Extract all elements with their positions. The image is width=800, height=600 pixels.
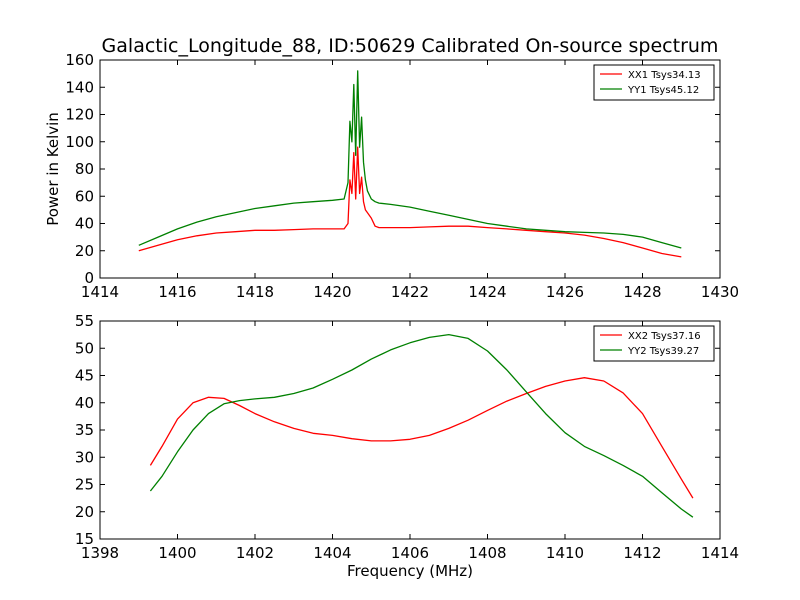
top-xtick-label-1: 1416 (158, 283, 196, 301)
bottom-xtick-label-4: 1406 (391, 544, 429, 562)
top-xtick-label-0: 1414 (81, 283, 119, 301)
bottom-chart-frame (99, 320, 721, 540)
bottom-ytick-label-1: 20 (75, 503, 94, 521)
bottom-xtick-label-6: 1410 (546, 544, 584, 562)
top-chart-title: Galactic_Longitude_88, ID:50629 Calibrat… (102, 35, 719, 57)
top-ytick-label-1: 20 (75, 242, 94, 260)
legend-label-xx1: XX1 Tsys34.13 (628, 70, 701, 81)
bottom-xtick-label-2: 1402 (236, 544, 274, 562)
bottom-chart-xlabel: Frequency (MHz) (347, 562, 473, 580)
bottom-legend-box (593, 325, 715, 362)
bottom-ytick-label-0: 15 (75, 530, 94, 548)
top-ytick-label-5: 100 (65, 133, 94, 151)
top-chart-frame (99, 59, 721, 279)
legend-label-yy2: YY2 Tsys39.27 (627, 346, 699, 357)
top-ytick-label-6: 120 (65, 106, 94, 124)
bottom-ytick-label-7: 50 (75, 339, 94, 357)
top-series-line-1 (138, 70, 682, 249)
top-ytick-label-8: 160 (65, 51, 94, 69)
top-chart-legend: XX1 Tsys34.13 YY1 Tsys45.12 (593, 64, 715, 101)
top-chart: Galactic_Longitude_88, ID:50629 Calibrat… (44, 35, 739, 301)
bottom-chart-ticks: 1398 1400 1402 1404 1406 1408 1410 1412 1414 15 20… (75, 312, 739, 562)
bottom-xtick-label-0: 1398 (81, 544, 119, 562)
top-ytick-label-7: 140 (65, 78, 94, 96)
bottom-xtick-label-3: 1404 (313, 544, 351, 562)
bottom-ytick-label-2: 25 (75, 476, 94, 494)
bottom-xtick-label-1: 1400 (158, 544, 196, 562)
bottom-chart-legend: XX2 Tsys37.16 YY2 Tsys39.27 (593, 325, 715, 362)
legend-label-xx2: XX2 Tsys37.16 (628, 331, 701, 342)
top-chart-ylabel: Power in Kelvin (44, 112, 62, 226)
top-xtick-label-6: 1426 (546, 283, 584, 301)
top-xtick-label-3: 1420 (313, 283, 351, 301)
top-xtick-label-7: 1428 (623, 283, 661, 301)
bottom-chart: Frequency (MHz) 1398 1400 1402 1404 1406 1408… (75, 312, 739, 580)
top-xtick-label-8: 1430 (701, 283, 739, 301)
top-ytick-label-0: 0 (84, 269, 94, 287)
bottom-chart-plot (149, 333, 694, 518)
bottom-xtick-label-8: 1414 (701, 544, 739, 562)
top-chart-plot (138, 70, 682, 258)
top-series-line-0 (138, 146, 682, 258)
top-ytick-label-2: 40 (75, 215, 94, 233)
bottom-xtick-label-7: 1412 (623, 544, 661, 562)
top-xtick-label-2: 1418 (236, 283, 274, 301)
bottom-ytick-label-4: 35 (75, 421, 94, 439)
bottom-ytick-label-8: 55 (75, 312, 94, 330)
bottom-xtick-label-5: 1408 (468, 544, 506, 562)
top-chart-ticks: 1414 1416 1418 1420 1422 1424 1426 1428 1430 0 20 4… (65, 51, 739, 301)
top-legend-box (593, 64, 715, 101)
bottom-ytick-label-3: 30 (75, 448, 94, 466)
legend-label-yy1: YY1 Tsys45.12 (627, 85, 699, 96)
top-ytick-label-3: 60 (75, 187, 94, 205)
bottom-series-line-0 (149, 377, 694, 499)
bottom-ytick-label-5: 40 (75, 394, 94, 412)
top-ytick-label-4: 80 (75, 160, 94, 178)
bottom-ytick-label-6: 45 (75, 367, 94, 385)
top-xtick-label-5: 1424 (468, 283, 506, 301)
bottom-series-line-1 (149, 333, 694, 518)
top-xtick-label-4: 1422 (391, 283, 429, 301)
